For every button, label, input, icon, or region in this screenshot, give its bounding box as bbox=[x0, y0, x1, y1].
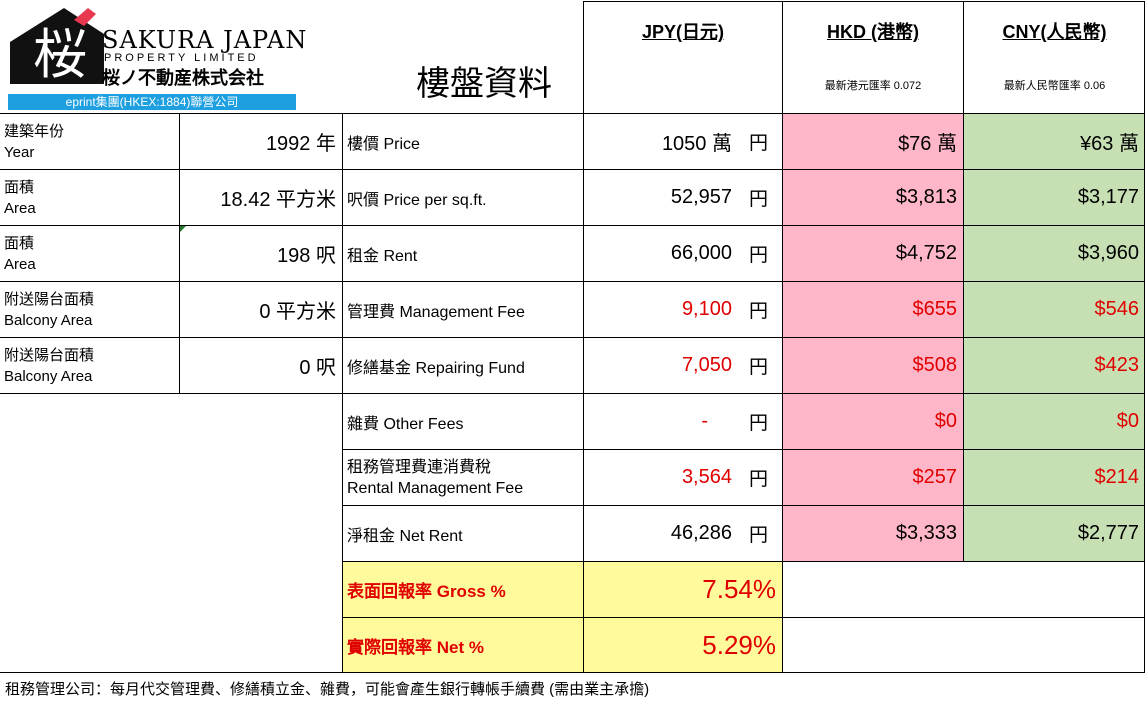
cost-desc-rent: 租金 Rent bbox=[347, 247, 418, 265]
property-value-balcony-sqm: 0 平方米 bbox=[259, 301, 336, 323]
header-jpy: JPY(日元) bbox=[641, 22, 724, 42]
cost-jpy-net-rent: 46,286 円 bbox=[670, 522, 768, 546]
cost-cny-other-fees: $0 bbox=[1116, 410, 1139, 432]
cost-desc-management-fee: 管理費 Management Fee bbox=[347, 303, 525, 321]
page-title: 樓盤資料 bbox=[416, 65, 552, 103]
cost-desc-price: 樓價 Price bbox=[347, 135, 420, 153]
property-label-area-sqft: 面積 Area bbox=[4, 234, 36, 273]
cost-desc-repairing-fund: 修繕基金 Repairing Fund bbox=[347, 359, 525, 377]
company-logo: 桜 SAKURA JAPAN PROPERTY LIMITED 桜ノ不動産株式会… bbox=[6, 4, 306, 112]
footnote: 租務管理公司：每月代交管理費、修繕積立金、雜費，可能會產生銀行轉帳手續費 (需由… bbox=[5, 681, 650, 698]
logo-name-jp: 桜ノ不動産株式会社 bbox=[102, 68, 264, 88]
cost-hkd-price: $76 萬 bbox=[898, 133, 957, 155]
property-label-balcony-sqft: 附送陽台面積 Balcony Area bbox=[4, 346, 95, 385]
header-cny: CNY(人民幣) bbox=[1002, 22, 1107, 42]
cost-cny-price-sqft: $3,177 bbox=[1077, 186, 1139, 208]
cost-jpy-management-fee: 9,100 円 bbox=[681, 298, 768, 322]
net-return-value: 5.29% bbox=[702, 629, 776, 660]
cost-jpy-price-sqft: 52,957 円 bbox=[670, 186, 768, 210]
cost-jpy-price: 1050 萬円 bbox=[661, 133, 768, 155]
property-value-balcony-sqft: 0 呎 bbox=[299, 357, 336, 379]
cost-cny-net-rent: $2,777 bbox=[1077, 522, 1139, 544]
cost-hkd-rent: $4,752 bbox=[895, 242, 957, 264]
cost-jpy-other-fees: -円 bbox=[701, 410, 768, 434]
net-return-label: 實際回報率 Net % bbox=[347, 637, 484, 657]
property-label-year: 建築年份 Year bbox=[4, 122, 65, 161]
cost-desc-price-sqft: 呎價 Price per sq.ft. bbox=[347, 191, 487, 209]
cost-jpy-rental-management-fee: 3,564 円 bbox=[681, 466, 768, 490]
cost-hkd-repairing-fund: $508 bbox=[912, 354, 958, 376]
cost-hkd-other-fees: $0 bbox=[934, 410, 957, 432]
house-logo-icon bbox=[10, 8, 104, 84]
property-value-area-sqft: 198 呎 bbox=[277, 245, 336, 267]
property-value-year: 1992 年 bbox=[265, 133, 336, 155]
cost-jpy-rent: 66,000 円 bbox=[670, 242, 768, 266]
cost-hkd-management-fee: $655 bbox=[912, 298, 958, 320]
gross-return-label: 表面回報率 Gross % bbox=[347, 582, 506, 601]
logo-kanji: 桜 bbox=[33, 23, 87, 86]
property-label-balcony-sqm: 附送陽台面積 Balcony Area bbox=[4, 290, 95, 329]
cost-cny-price: ¥63 萬 bbox=[1080, 133, 1139, 155]
cost-desc-rental-management-fee: 租務管理費連消費稅 Rental Management Fee bbox=[347, 458, 524, 497]
logo-name-en: SAKURA JAPAN bbox=[102, 26, 308, 54]
logo-banner: eprint集團(HKEX:1884)聯營公司 bbox=[8, 94, 296, 110]
logo-name-sub: PROPERTY LIMITED bbox=[104, 52, 259, 64]
gross-return-value: 7.54% bbox=[702, 574, 776, 604]
property-value-area-sqm: 18.42 平方米 bbox=[220, 189, 336, 211]
rate-cny: 最新人民幣匯率 0.06 bbox=[1003, 80, 1106, 92]
cost-cny-management-fee: $546 bbox=[1094, 298, 1140, 320]
cost-hkd-net-rent: $3,333 bbox=[895, 522, 957, 544]
cost-desc-other-fees: 雜費 Other Fees bbox=[347, 415, 464, 433]
cost-desc-net-rent: 淨租金 Net Rent bbox=[347, 527, 463, 545]
header-hkd: HKD (港幣) bbox=[827, 22, 919, 42]
rate-hkd: 最新港元匯率 0.072 bbox=[824, 80, 922, 92]
cost-cny-rent: $3,960 bbox=[1077, 242, 1139, 264]
cost-hkd-rental-management-fee: $257 bbox=[912, 466, 958, 488]
property-label-area-sqm: 面積 Area bbox=[4, 178, 36, 217]
cost-jpy-repairing-fund: 7,050 円 bbox=[681, 354, 768, 378]
cost-cny-rental-management-fee: $214 bbox=[1094, 466, 1140, 488]
cost-hkd-price-sqft: $3,813 bbox=[895, 186, 957, 208]
cost-cny-repairing-fund: $423 bbox=[1094, 354, 1140, 376]
cell-comment-marker bbox=[180, 226, 186, 232]
